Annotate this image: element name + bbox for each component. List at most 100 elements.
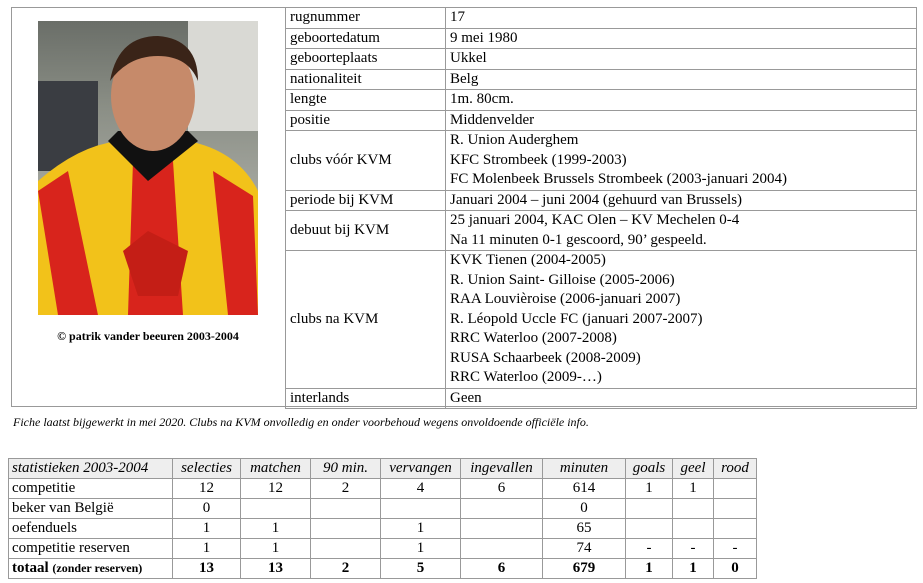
info-row: periode bij KVM Januari 2004 – juni 2004 … xyxy=(285,189,917,211)
stats-row: competitie 12 12 2 4 6 614 1 1 xyxy=(8,478,757,499)
stats-cell: 1 xyxy=(380,518,461,539)
stats-cell xyxy=(625,498,673,519)
info-label: periode bij KVM xyxy=(285,189,446,211)
row-label: beker van België xyxy=(8,498,173,519)
photo-caption: © patrik vander beeuren 2003-2004 xyxy=(57,329,239,343)
column-header: geel xyxy=(672,458,714,479)
stats-cell: 1 xyxy=(172,538,241,559)
total-cell: 1 xyxy=(625,558,673,579)
stats-cell xyxy=(310,538,381,559)
stats-cell: 4 xyxy=(380,478,461,499)
info-value-line: 17 xyxy=(450,9,465,25)
player-info-table: rugnummer 17 geboortedatum 9 mei 1980 geboor… xyxy=(285,7,917,409)
info-value: 9 mei 1980 xyxy=(445,27,917,49)
info-value: Belg xyxy=(445,68,917,90)
info-value-line: 1m. 80cm. xyxy=(450,91,514,107)
stats-cell: - xyxy=(672,538,714,559)
info-row: geboorteplaats Ukkel xyxy=(285,48,917,70)
stats-cell: 1 xyxy=(625,478,673,499)
info-row: debuut bij KVM 25 januari 2004, KAC Olen … xyxy=(285,210,917,251)
stats-cell: 0 xyxy=(172,498,241,519)
info-value-line: RRC Waterloo (2007-2008) xyxy=(450,330,617,346)
total-cell: 5 xyxy=(380,558,461,579)
stats-cell xyxy=(713,478,757,499)
info-label: clubs vóór KVM xyxy=(285,130,446,191)
info-row: nationaliteit Belg xyxy=(285,68,917,90)
stats-cell xyxy=(310,518,381,539)
column-header: statistieken 2003-2004 xyxy=(8,458,173,479)
player-photo xyxy=(38,21,258,315)
stats-cell: 1 xyxy=(380,538,461,559)
stats-cell: 2 xyxy=(310,478,381,499)
stats-cell xyxy=(460,498,543,519)
info-value-line: RUSA Schaarbeek (2008-2009) xyxy=(450,349,641,366)
total-cell: 0 xyxy=(713,558,757,579)
info-row: interlands Geen xyxy=(285,387,917,409)
row-label: competitie xyxy=(8,478,173,499)
total-label-text: totaal xyxy=(12,560,49,576)
column-header: goals xyxy=(625,458,673,479)
row-label: competitie reserven xyxy=(8,538,173,559)
stats-total-row: totaal (zonder reserven) 13 13 2 5 6 679 1 1 0 xyxy=(8,558,757,579)
total-label: totaal (zonder reserven) xyxy=(8,558,173,579)
stats-cell: 12 xyxy=(240,478,311,499)
info-value-line: 25 januari 2004, KAC Olen – KV Mechelen … xyxy=(450,212,740,228)
stats-cell xyxy=(713,498,757,519)
stats-cell xyxy=(672,498,714,519)
info-value-line: Na 11 minuten 0-1 gescoord, 90’ gespeeld… xyxy=(450,231,707,248)
total-cell: 13 xyxy=(240,558,311,579)
total-cell: 2 xyxy=(310,558,381,579)
info-value-line: R. Union Saint- Gilloise (2005-2006) xyxy=(450,271,675,288)
info-row: clubs vóór KVM R. Union Auderghem KFC Stro… xyxy=(285,130,917,191)
stats-cell: - xyxy=(625,538,673,559)
info-value: 17 xyxy=(445,7,917,29)
column-header: vervangen xyxy=(380,458,461,479)
info-row: geboortedatum 9 mei 1980 xyxy=(285,27,917,49)
stats-cell xyxy=(240,498,311,519)
stats-cell: 74 xyxy=(542,538,626,559)
info-label: clubs na KVM xyxy=(285,250,446,389)
info-value-line: Belg xyxy=(450,70,479,87)
info-value-line: FC Molenbeek Brussels Strombeek (2003-ja… xyxy=(450,171,788,187)
info-value: 1m. 80cm. xyxy=(445,89,917,111)
info-label: rugnummer xyxy=(285,7,446,29)
info-row: positie Middenvelder xyxy=(285,109,917,131)
info-value: R. Union Auderghem KFC Strombeek (1999-20… xyxy=(445,130,917,191)
column-header: matchen xyxy=(240,458,311,479)
info-value-line: RRC Waterloo (2009-…) xyxy=(450,369,602,385)
stats-cell xyxy=(672,518,714,539)
info-value-line: 9 mei 1980 xyxy=(450,29,518,46)
update-note: Fiche laatst bijgewerkt in mei 2020. Clu… xyxy=(13,415,589,429)
info-value-line: KFC Strombeek (1999-2003) xyxy=(450,151,627,168)
column-header: 90 min. xyxy=(310,458,381,479)
stats-cell: 0 xyxy=(542,498,626,519)
stats-cell xyxy=(380,498,461,519)
stats-cell: 6 xyxy=(460,478,543,499)
stats-cell: 1 xyxy=(672,478,714,499)
total-cell: 13 xyxy=(172,558,241,579)
column-header: selecties xyxy=(172,458,241,479)
column-header: minuten xyxy=(542,458,626,479)
stats-table: statistieken 2003-2004 selecties matchen 90… xyxy=(8,458,757,579)
stats-cell: 1 xyxy=(240,538,311,559)
stats-cell: 1 xyxy=(240,518,311,539)
info-row: clubs na KVM KVK Tienen (2004-2005) R. Uni… xyxy=(285,250,917,389)
stats-cell xyxy=(460,518,543,539)
info-value: KVK Tienen (2004-2005) R. Union Saint- Gi… xyxy=(445,250,917,389)
stats-cell: 12 xyxy=(172,478,241,499)
info-label: interlands xyxy=(285,387,446,409)
info-value-line: Middenvelder xyxy=(450,111,535,128)
row-label: oefenduels xyxy=(8,518,173,539)
stats-row: competitie reserven 1 1 1 74- - - xyxy=(8,538,757,559)
info-label: geboortedatum xyxy=(285,27,446,49)
info-value: Januari 2004 – juni 2004 (gehuurd van Br… xyxy=(445,189,917,211)
info-value: Geen xyxy=(445,387,917,409)
info-value-line: Geen xyxy=(450,389,482,406)
info-value: Ukkel xyxy=(445,48,917,70)
info-row: lengte 1m. 80cm. xyxy=(285,89,917,111)
total-cell: 679 xyxy=(542,558,626,579)
info-value-line: Ukkel xyxy=(450,50,487,66)
total-cell: 6 xyxy=(460,558,543,579)
total-cell: 1 xyxy=(672,558,714,579)
stats-cell xyxy=(310,498,381,519)
